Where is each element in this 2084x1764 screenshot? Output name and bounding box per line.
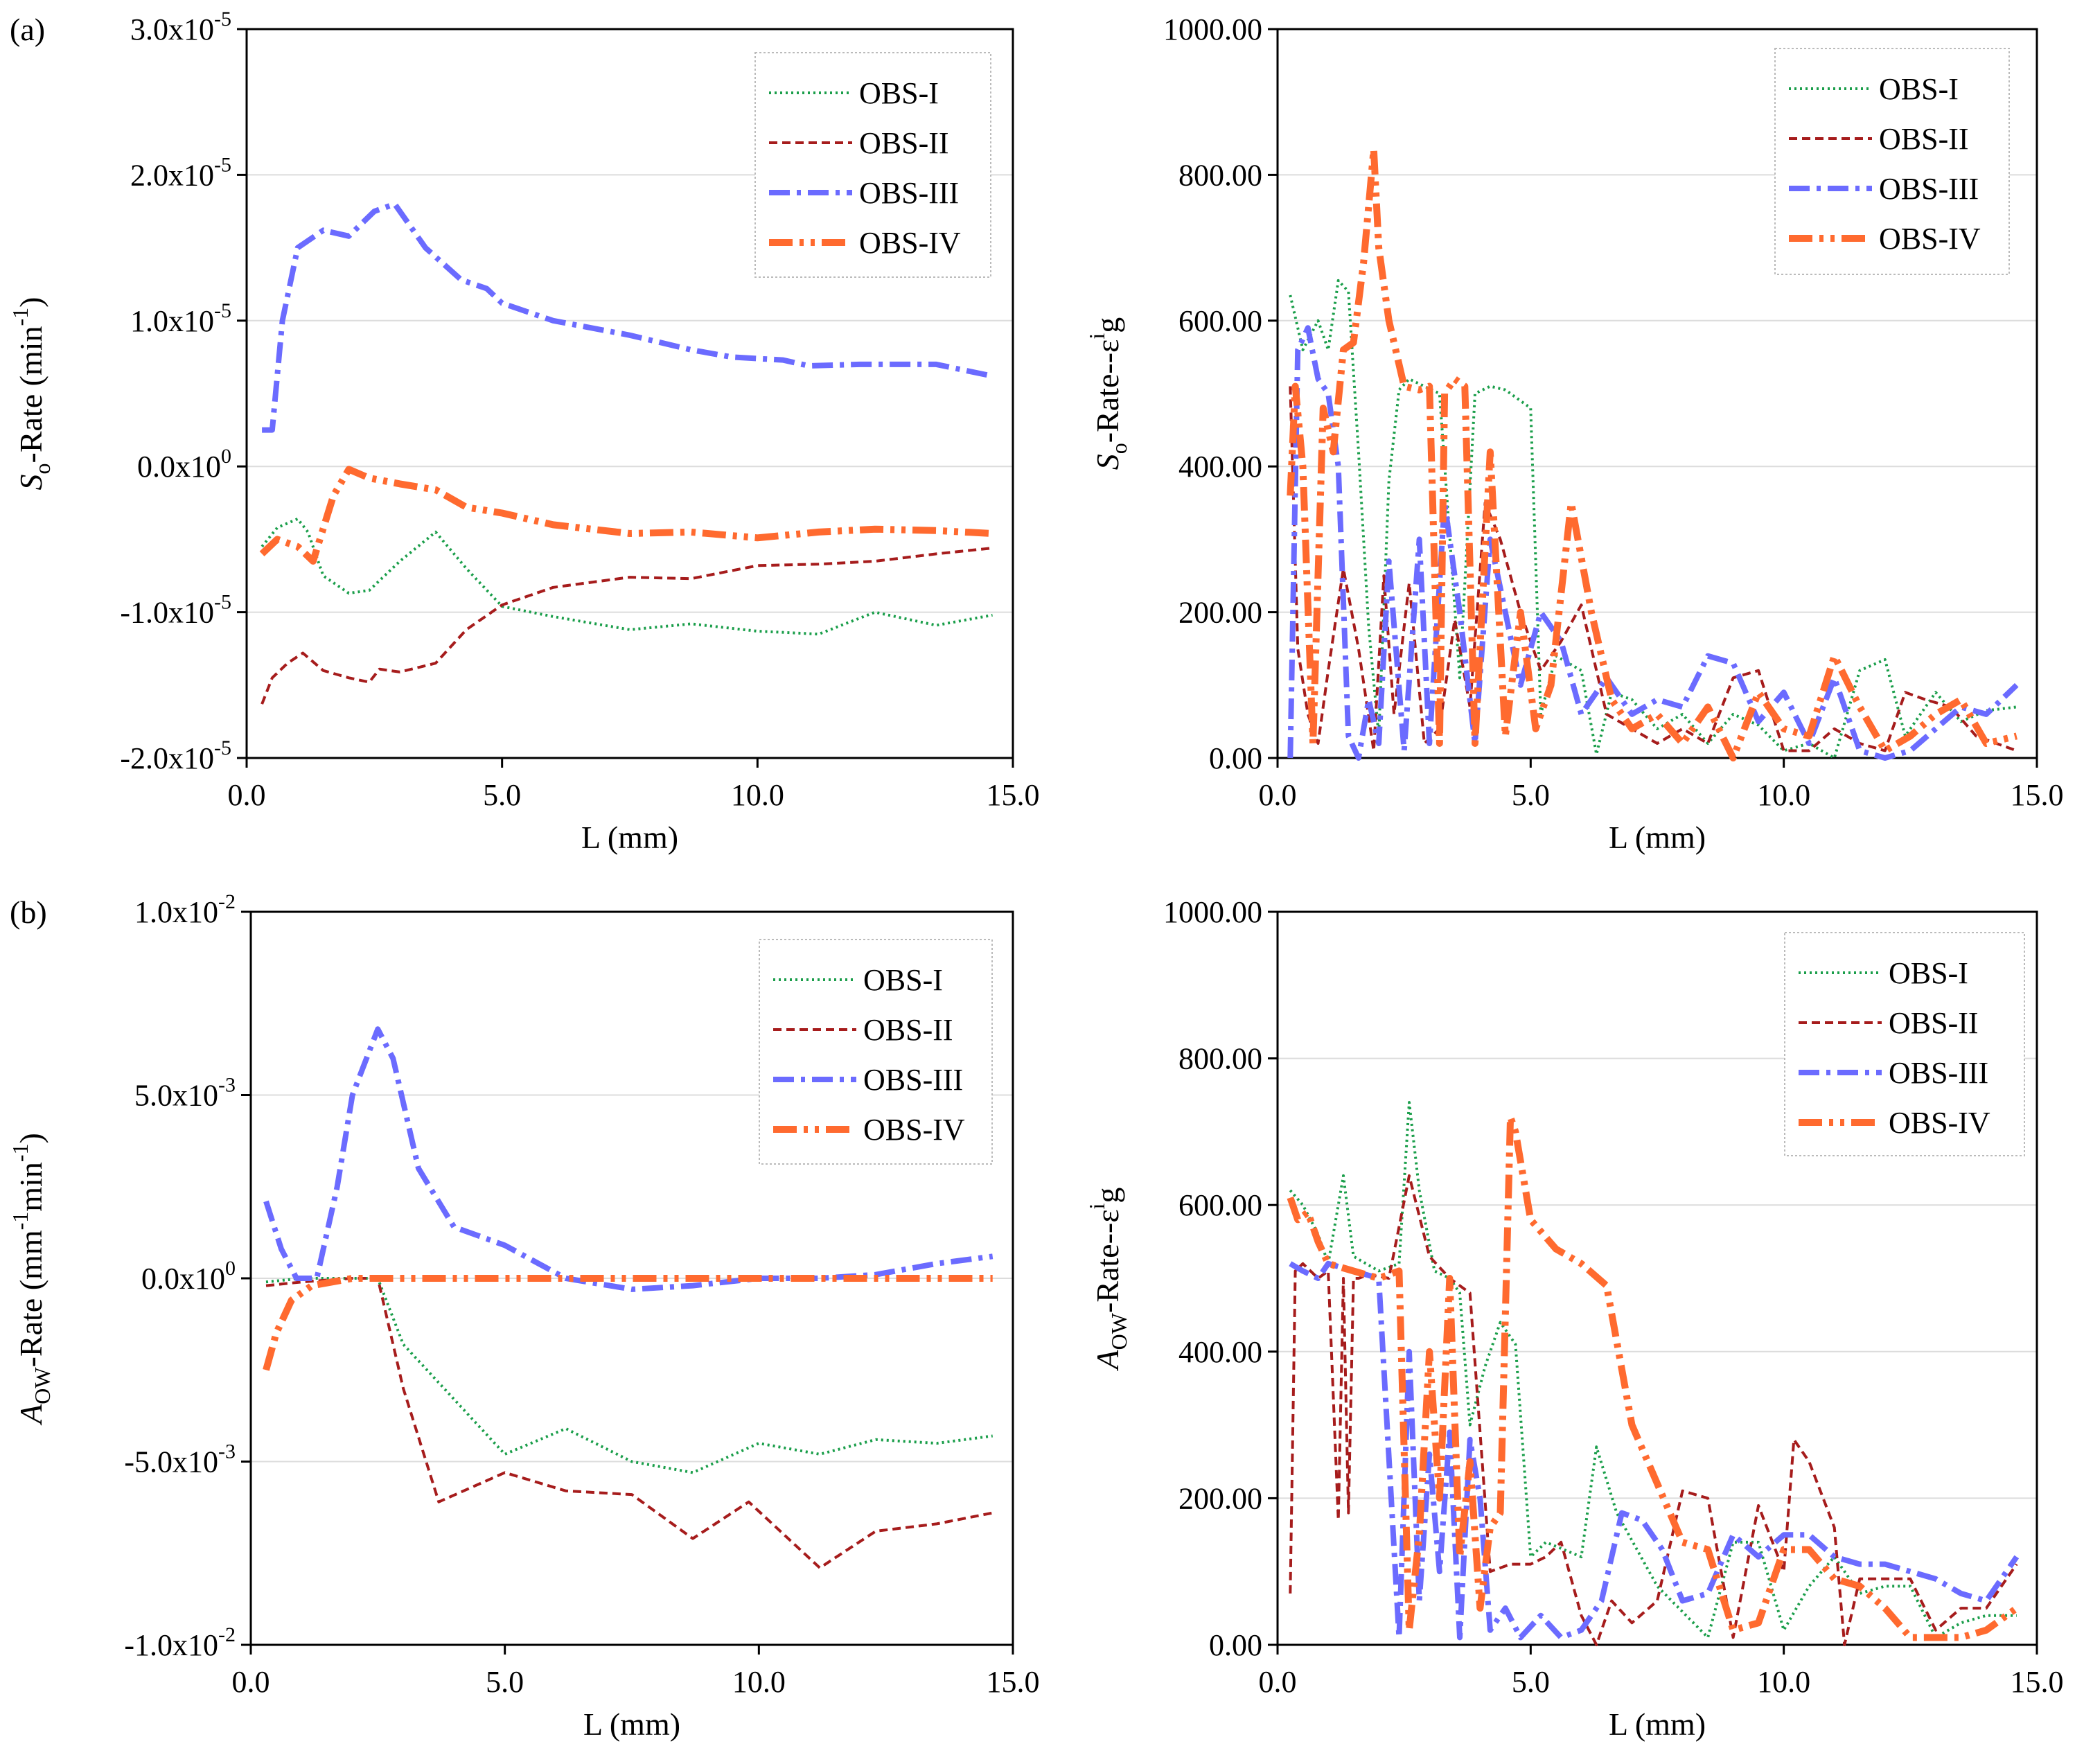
- x-tick-label: 5.0: [1512, 1665, 1550, 1699]
- series-line-obs-ii: [1289, 1174, 2018, 1646]
- legend-label: OBS-IV: [1889, 1106, 1990, 1140]
- plot-frame: [245, 28, 1014, 759]
- y-tick-label: 1.0x10-5: [130, 299, 231, 338]
- y-tick-label: 0.0x100: [141, 1257, 236, 1296]
- chart-a-left: 3.0x10-5 2.0x10-5 1.0x10-5 0.0x100 -1.0x10-5…: [8, 8, 1040, 855]
- x-axis-label: L (mm): [1609, 820, 1706, 855]
- plot-frame: [249, 910, 1014, 1646]
- series-line-obs-iv: [1287, 145, 2017, 761]
- y-tick-label: 3.0x10-5: [130, 8, 231, 46]
- y-axis-label: AOW-Rate--εig: [1084, 1188, 1131, 1372]
- legend-label: OBS-II: [1889, 1006, 1979, 1040]
- x-tick-label: 0.0: [228, 778, 266, 812]
- x-tick-label: 5.0: [483, 778, 521, 812]
- chart-b-left: 1.0x10-2 5.0x10-3 0.0x100 -5.0x10-3 -1.0x10-…: [8, 890, 1040, 1742]
- x-axis-label: L (mm): [581, 820, 678, 855]
- series-line-obs-i: [260, 517, 993, 636]
- series-line-obs-iv: [1287, 1113, 2019, 1641]
- y-tick-label: 0.0x100: [137, 445, 231, 484]
- series-line-obs-ii: [1289, 386, 2017, 752]
- y-tick-label: 0.00: [1209, 741, 1262, 775]
- series-line-obs-iv: [263, 1275, 993, 1371]
- x-tick-label: 10.0: [1757, 778, 1810, 812]
- x-axis-label: L (mm): [583, 1706, 680, 1742]
- legend-label: OBS-IV: [1879, 222, 1981, 256]
- y-tick-label: 600.00: [1178, 1188, 1262, 1222]
- chart-a-right: 0.00 200.00 400.00 600.00 800.00 1000.00 0.0 5.…: [1084, 12, 2064, 855]
- series-line-obs-i: [1289, 279, 2017, 759]
- y-tick-label: 200.00: [1178, 596, 1262, 630]
- legend-label: OBS-IV: [859, 226, 961, 260]
- x-tick-label: 10.0: [731, 778, 784, 812]
- legend-label: OBS-I: [863, 963, 943, 997]
- y-tick-label: 1000.00: [1163, 12, 1262, 46]
- legend-label: OBS-III: [863, 1063, 963, 1097]
- legend-label: OBS-I: [1879, 72, 1959, 106]
- series-line-obs-i: [265, 1277, 993, 1474]
- chart-b-right: 0.00 200.00 400.00 600.00 800.00 1000.00 0.0 5.…: [1084, 895, 2064, 1742]
- series-line-obs-iii: [262, 201, 994, 433]
- x-tick-label: 0.0: [1259, 1665, 1297, 1699]
- x-tick-label: 0.0: [232, 1665, 270, 1699]
- legend-label: OBS-II: [1879, 122, 1969, 156]
- x-tick-label: 15.0: [2011, 1665, 2064, 1699]
- x-tick-label: 15.0: [2011, 778, 2064, 812]
- y-tick-label: -5.0x10-3: [124, 1440, 236, 1479]
- y-tick-label: 600.00: [1178, 304, 1262, 338]
- x-tick-label: 15.0: [987, 1665, 1040, 1699]
- legend-box: [1774, 48, 2010, 275]
- panel-label: (b): [10, 894, 47, 930]
- y-tick-label: 1.0x10-2: [134, 890, 236, 929]
- series-line-obs-i: [1289, 1101, 2017, 1639]
- x-tick-label: 5.0: [1512, 778, 1550, 812]
- y-axis-label: So-Rate (min-1): [8, 297, 55, 491]
- legend-box: [754, 52, 991, 278]
- y-tick-label: -1.0x10-2: [124, 1623, 236, 1662]
- series-line-obs-iv: [259, 466, 993, 565]
- y-tick-label: 400.00: [1178, 1335, 1262, 1369]
- plot-frame: [1276, 28, 2038, 759]
- legend-label: OBS-II: [859, 126, 949, 160]
- legend-label: OBS-II: [863, 1013, 953, 1047]
- series-line-obs-iii: [1287, 325, 2019, 761]
- plot-frame: [1276, 910, 2038, 1646]
- x-tick-label: 10.0: [1757, 1665, 1810, 1699]
- x-tick-label: 10.0: [732, 1665, 786, 1699]
- series-line-obs-ii: [260, 547, 993, 705]
- legend-label: OBS-III: [859, 176, 959, 210]
- y-tick-label: 0.00: [1209, 1628, 1262, 1662]
- legend-label: OBS-IV: [863, 1113, 965, 1147]
- legend-label: OBS-III: [1889, 1056, 1988, 1090]
- y-tick-label: 800.00: [1178, 158, 1262, 192]
- y-tick-label: 400.00: [1178, 450, 1262, 484]
- series-line-obs-iii: [1289, 1260, 2020, 1641]
- y-tick-label: 1000.00: [1163, 895, 1262, 929]
- x-tick-label: 5.0: [486, 1665, 524, 1699]
- y-tick-label: -2.0x10-5: [120, 737, 231, 775]
- legend-label: OBS-I: [859, 76, 939, 110]
- y-tick-label: 5.0x10-3: [134, 1074, 236, 1113]
- y-tick-label: 800.00: [1178, 1042, 1262, 1076]
- y-tick-label: 200.00: [1178, 1481, 1262, 1515]
- y-axis-label: So-Rate--εig: [1084, 317, 1131, 470]
- series-line-obs-ii: [265, 1277, 994, 1569]
- panel-label: (a): [10, 12, 45, 47]
- legend-box: [759, 939, 993, 1165]
- legend-box: [1784, 932, 2025, 1156]
- x-axis-label: L (mm): [1609, 1706, 1706, 1742]
- y-tick-label: 2.0x10-5: [130, 153, 231, 192]
- legend-label: OBS-III: [1879, 172, 1979, 206]
- x-tick-label: 15.0: [987, 778, 1040, 812]
- x-tick-label: 0.0: [1259, 778, 1297, 812]
- y-tick-label: -1.0x10-5: [120, 591, 231, 630]
- y-axis-label: AOW-Rate (mm-1min-1): [8, 1133, 55, 1426]
- legend-label: OBS-I: [1889, 956, 1968, 990]
